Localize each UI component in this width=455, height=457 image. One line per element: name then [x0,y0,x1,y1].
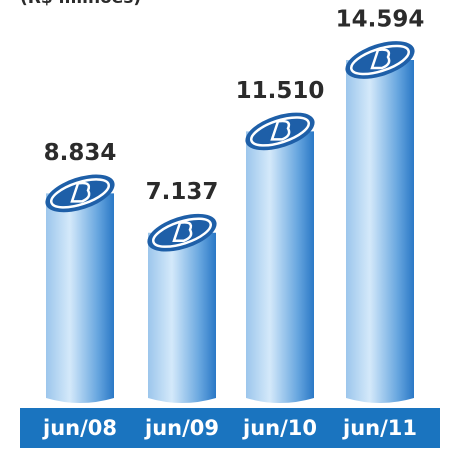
bar-cap-ring [50,178,110,209]
logo [270,119,291,141]
x-tick-label: jun/09 [144,416,219,440]
logo [370,48,391,70]
bar [45,174,115,403]
value-label: 7.137 [146,179,219,205]
value-label: 11.510 [236,78,325,104]
bar-body [46,193,114,403]
bar-cap-ring [250,116,310,147]
bar-cap [245,112,315,151]
category-band [20,408,440,448]
x-tick-label: jun/08 [42,416,117,440]
bar [345,41,415,403]
chart-subtitle: (R$ milhões) [20,0,141,8]
bar-body [346,60,414,403]
bar-cap-ring [350,44,410,76]
bar [245,112,315,403]
x-tick-label: jun/11 [342,416,417,440]
logo [172,221,193,242]
bar-cap [345,41,415,79]
bar-cap [147,213,217,252]
x-tick-label: jun/10 [242,416,317,440]
bar-cap [45,174,115,213]
bar-cap-ring [152,217,212,248]
value-label: 14.594 [336,7,425,33]
bar-body [148,232,216,403]
logo [70,181,91,203]
bar [147,213,217,403]
value-label: 8.834 [44,140,117,166]
bar-body [246,131,314,403]
